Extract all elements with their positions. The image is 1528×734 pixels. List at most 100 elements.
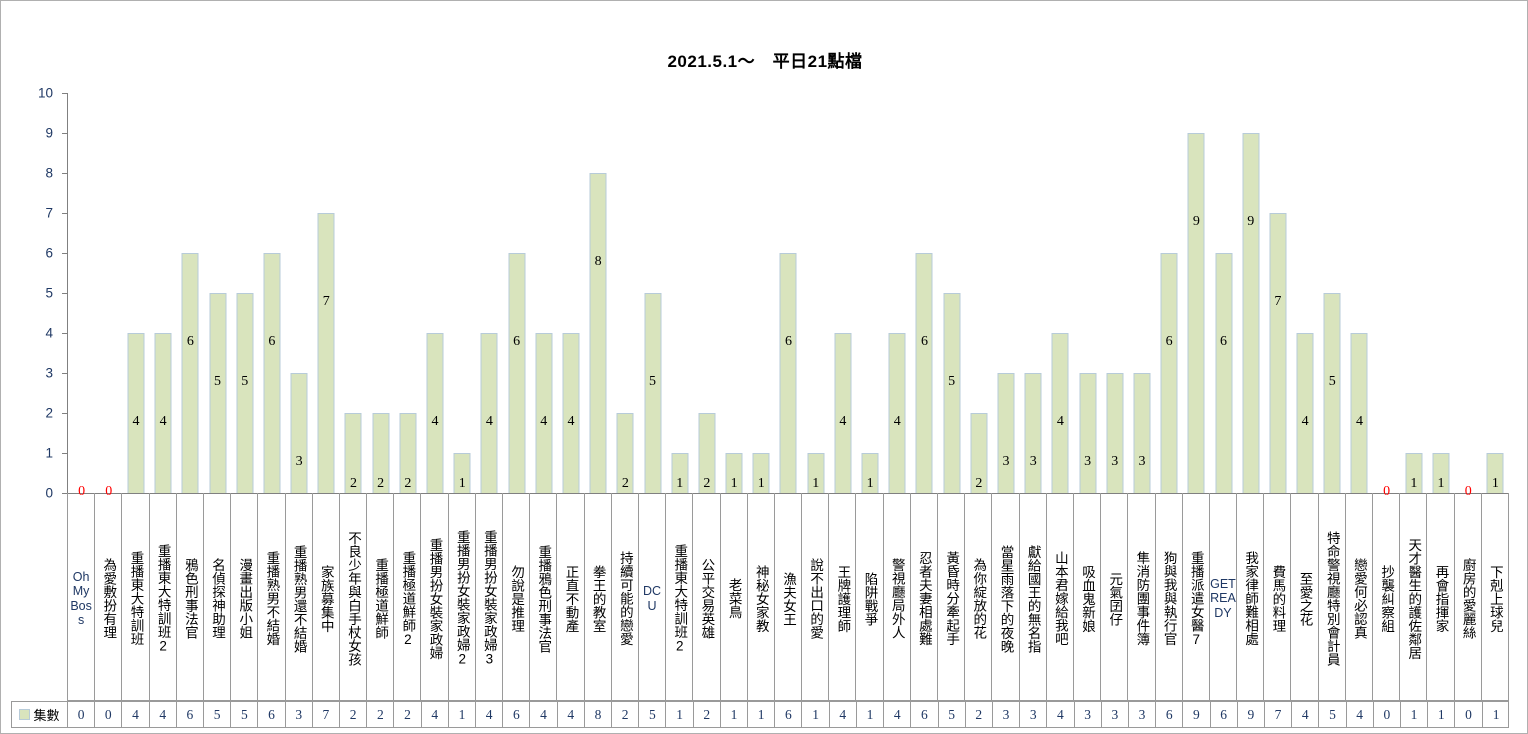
category-label: 重播東大特訓班2 <box>672 543 688 654</box>
y-tick-label-8: 8 <box>45 165 53 181</box>
bar[interactable] <box>154 333 172 493</box>
bar-value-label: 2 <box>975 476 983 491</box>
category-label: 持續可能的戀愛 <box>617 551 633 646</box>
bar[interactable] <box>1405 453 1423 493</box>
category-label: 忍者夫妻相處難 <box>916 551 932 646</box>
category-label-cell: 陷阱戰爭 <box>856 493 884 700</box>
bar[interactable] <box>725 453 743 493</box>
bar-value-label: 6 <box>186 334 194 349</box>
data-table-cell: 5 <box>939 702 966 727</box>
bar[interactable] <box>562 333 580 493</box>
category-label-wrap: 黃昏時分牽起手 <box>938 499 964 698</box>
data-table-cell: 6 <box>503 702 531 727</box>
bar[interactable] <box>1432 453 1450 493</box>
category-label-wrap: 老菜鳥 <box>721 499 747 698</box>
bar[interactable] <box>671 453 689 493</box>
bar[interactable] <box>1024 373 1042 493</box>
bar-value-label: 2 <box>349 476 357 491</box>
bar[interactable] <box>1242 133 1260 493</box>
category-label: 不良少年與白手杖女孩 <box>345 531 361 666</box>
bar[interactable] <box>317 213 335 493</box>
bar[interactable] <box>263 253 281 493</box>
bar[interactable] <box>1051 333 1069 493</box>
bar[interactable] <box>1133 373 1151 493</box>
bar[interactable] <box>535 333 553 493</box>
bar[interactable] <box>399 413 417 493</box>
data-table-cell: 6 <box>1211 702 1238 727</box>
category-label-cell: 費馬的料理 <box>1264 493 1292 700</box>
bar[interactable] <box>290 373 308 493</box>
bar[interactable] <box>1079 373 1097 493</box>
data-table-cell: 5 <box>204 702 232 727</box>
category-label: 漁夫女王 <box>780 571 796 626</box>
category-label-wrap: DCU <box>639 499 665 698</box>
bar[interactable] <box>209 293 227 493</box>
bar[interactable] <box>1269 213 1287 493</box>
bar-value-label: 1 <box>730 476 738 491</box>
bar[interactable] <box>1187 133 1205 493</box>
bar[interactable] <box>1323 293 1341 493</box>
bar[interactable] <box>807 453 825 493</box>
bar[interactable] <box>616 413 634 493</box>
category-label: 正直不動產 <box>563 564 579 633</box>
category-label-wrap: 重播男扮女裝家政婦 <box>421 499 447 698</box>
y-tick-label-7: 7 <box>45 205 53 221</box>
category-label-wrap: 重播熟男還不結婚 <box>286 499 312 698</box>
bar[interactable] <box>236 293 254 493</box>
bar-slot: 4 <box>1291 93 1318 493</box>
bar[interactable] <box>181 253 199 493</box>
bar[interactable] <box>752 453 770 493</box>
bar-slot: 6 <box>503 93 530 493</box>
bar[interactable] <box>644 293 662 493</box>
bar-value-label: 7 <box>1274 294 1282 309</box>
category-label: 老菜鳥 <box>726 578 742 619</box>
category-label-cell: 重播鴉色刑事法官 <box>530 493 558 700</box>
bar-value-label: 4 <box>159 414 167 429</box>
bar[interactable] <box>1486 453 1504 493</box>
bar[interactable] <box>834 333 852 493</box>
category-label-cell: 勿說是推理 <box>503 493 531 700</box>
bar[interactable] <box>861 453 879 493</box>
bar[interactable] <box>1350 333 1368 493</box>
category-label: 重播極道鮮師 <box>373 558 389 639</box>
category-label-wrap: 王牌護理師 <box>829 499 855 698</box>
bar-value-label: 5 <box>241 374 249 389</box>
bar-value-label: 1 <box>757 476 765 491</box>
bar[interactable] <box>970 413 988 493</box>
bar-slot: 4 <box>150 93 177 493</box>
y-tick-label-4: 4 <box>45 325 53 341</box>
bar[interactable] <box>589 173 607 493</box>
bar[interactable] <box>779 253 797 493</box>
category-label-wrap: 名偵探神助理 <box>204 499 230 698</box>
bar-slot: 2 <box>965 93 992 493</box>
bar[interactable] <box>1296 333 1314 493</box>
bar[interactable] <box>997 373 1015 493</box>
bar[interactable] <box>453 453 471 493</box>
bar-slot: 0 <box>95 93 122 499</box>
data-table-cell: 9 <box>1238 702 1265 727</box>
bar[interactable] <box>1215 253 1233 493</box>
bar[interactable] <box>915 253 933 493</box>
bar[interactable] <box>1106 373 1124 493</box>
category-label: Oh My Boss <box>70 569 92 627</box>
bar[interactable] <box>508 253 526 493</box>
category-label-cell: DCU <box>639 493 667 700</box>
bar-slot: 2 <box>612 93 639 493</box>
bar[interactable] <box>372 413 390 493</box>
bar[interactable] <box>480 333 498 493</box>
category-label-wrap: 神秘女家教 <box>748 499 774 698</box>
bar[interactable] <box>426 333 444 493</box>
bar[interactable] <box>1160 253 1178 493</box>
bar[interactable] <box>127 333 145 493</box>
category-label-wrap: 重播東大特訓班 <box>122 499 148 698</box>
bar-value-label: 3 <box>1029 454 1037 469</box>
category-label-cell: 山本君嫁給我吧 <box>1047 493 1074 700</box>
category-label-cell: 家族募集中 <box>313 493 340 700</box>
bar[interactable] <box>344 413 362 493</box>
bar[interactable] <box>698 413 716 493</box>
bar[interactable] <box>888 333 906 493</box>
category-label-cell: 重播派遣女醫7 <box>1183 493 1210 700</box>
category-label: 為你綻放的花 <box>971 558 987 639</box>
category-label-wrap: 重播熟男不結婚 <box>258 499 284 698</box>
bar[interactable] <box>943 293 961 493</box>
